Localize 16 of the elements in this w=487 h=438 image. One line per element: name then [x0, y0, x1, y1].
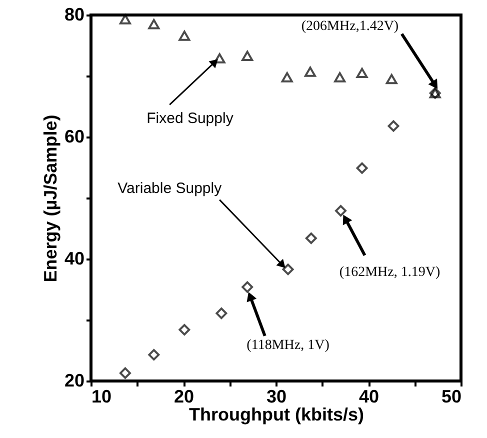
annotation: (206MHz,1.42V) [301, 18, 399, 34]
x-tick-label: 40 [358, 386, 380, 406]
y-tick-label: 60 [64, 126, 84, 146]
annotation: Fixed Supply [146, 110, 234, 128]
y-tick-label: 40 [64, 248, 84, 268]
y-tick-label: 80 [64, 4, 84, 24]
annotation: Variable Supply [118, 180, 222, 198]
x-tick-label: 30 [266, 386, 287, 406]
x-tick-label: 50 [441, 386, 462, 406]
x-axis-title: Throughput (kbits/s) [189, 404, 364, 424]
annotation: (118MHz, 1V) [246, 338, 330, 354]
annotation: (162MHz, 1.19V) [339, 264, 440, 280]
y-tick-label: 20 [64, 370, 84, 390]
x-tick-label: 10 [92, 386, 112, 406]
y-axis-title: Energy (µJ/Sample) [40, 114, 60, 282]
x-tick-label: 20 [174, 386, 194, 406]
